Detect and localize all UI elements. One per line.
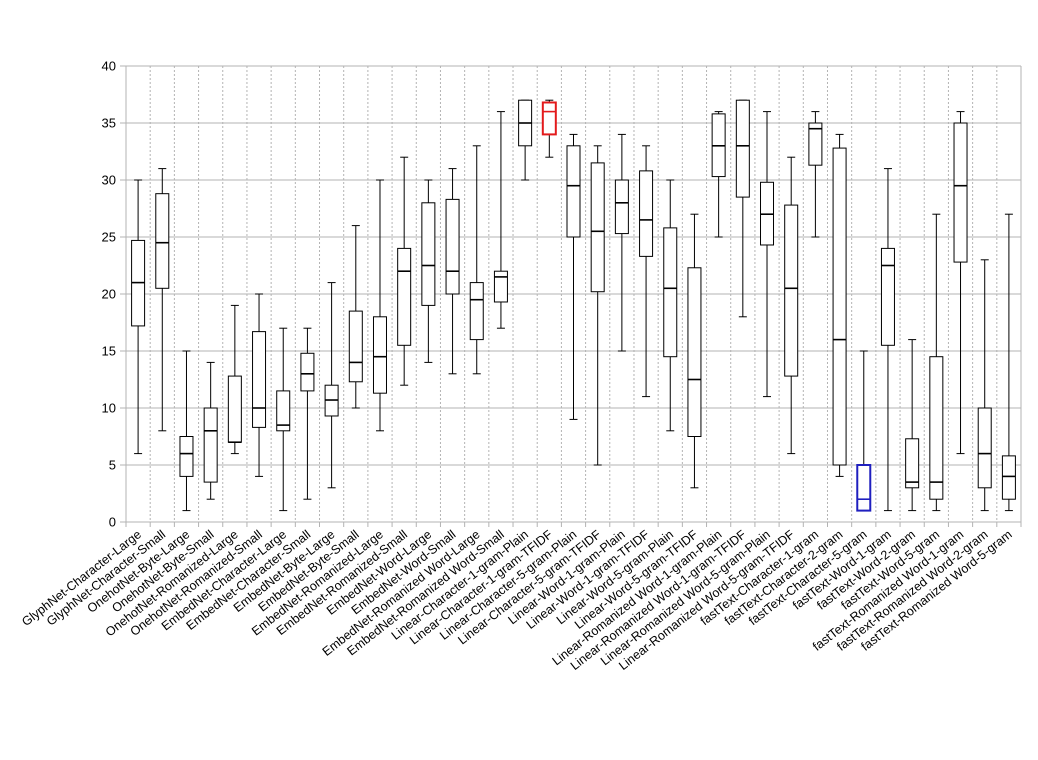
box-26 xyxy=(735,99,750,318)
iqr-box xyxy=(784,204,799,377)
iqr-box xyxy=(856,464,872,512)
box-11 xyxy=(372,179,387,432)
box-23 xyxy=(663,179,678,432)
iqr-box xyxy=(397,247,412,346)
iqr-box xyxy=(348,310,363,383)
axes: 0 5 10 15 20 25 30 35 40 xyxy=(102,59,1022,530)
box-18 xyxy=(541,99,557,158)
box-16 xyxy=(493,111,508,329)
iqr-box xyxy=(566,145,581,238)
box-8 xyxy=(300,327,315,500)
box-34 xyxy=(929,213,944,512)
iqr-box xyxy=(227,375,242,443)
box-31 xyxy=(856,350,872,512)
iqr-box xyxy=(687,267,702,437)
box-27 xyxy=(760,111,775,398)
iqr-box xyxy=(663,227,678,358)
iqr-box xyxy=(953,122,968,263)
box-36 xyxy=(977,259,992,512)
iqr-box xyxy=(493,270,508,303)
box-25 xyxy=(711,111,726,238)
y-tick-label: 20 xyxy=(102,287,116,302)
box-6 xyxy=(252,293,267,477)
iqr-box xyxy=(977,407,992,489)
iqr-box xyxy=(832,147,847,466)
box-2 xyxy=(155,168,170,432)
iqr-box xyxy=(469,282,484,341)
box-37 xyxy=(1001,213,1016,512)
iqr-box xyxy=(735,99,750,198)
box-3 xyxy=(179,350,194,512)
box-32 xyxy=(880,168,895,512)
iqr-box xyxy=(179,436,194,477)
box-30 xyxy=(832,133,847,477)
box-12 xyxy=(397,156,412,386)
iqr-box xyxy=(252,331,267,428)
iqr-box xyxy=(1001,455,1016,500)
box-14 xyxy=(445,168,460,375)
iqr-box xyxy=(445,198,460,295)
iqr-box xyxy=(155,193,170,289)
box-9 xyxy=(324,282,339,489)
iqr-box xyxy=(203,407,218,483)
iqr-box xyxy=(905,438,920,489)
box-24 xyxy=(687,213,702,489)
box-29 xyxy=(808,111,823,238)
box-13 xyxy=(421,179,436,363)
iqr-box xyxy=(614,179,629,235)
box-22 xyxy=(639,145,654,398)
box-1 xyxy=(131,179,146,455)
box-35 xyxy=(953,111,968,455)
box-15 xyxy=(469,145,484,375)
iqr-box xyxy=(300,352,315,392)
iqr-box xyxy=(421,202,436,306)
iqr-box xyxy=(590,162,605,293)
iqr-box xyxy=(880,247,895,346)
box-5 xyxy=(227,304,242,455)
box-4 xyxy=(203,361,218,500)
iqr-box xyxy=(541,101,557,136)
iqr-box xyxy=(639,170,654,257)
box-10 xyxy=(348,225,363,409)
iqr-box xyxy=(372,316,387,394)
y-tick-label: 15 xyxy=(102,344,116,359)
box-28 xyxy=(784,156,799,455)
y-tick-label: 25 xyxy=(102,230,116,245)
y-tick-label: 30 xyxy=(102,173,116,188)
box-19 xyxy=(566,133,581,420)
y-tick-label: 40 xyxy=(102,59,116,74)
box-7 xyxy=(276,327,291,512)
box-series xyxy=(131,99,1016,512)
iqr-box xyxy=(276,390,291,432)
y-tick-label: 35 xyxy=(102,116,116,131)
y-tick-label: 5 xyxy=(109,458,116,473)
box-33 xyxy=(905,339,920,512)
iqr-box xyxy=(929,356,944,500)
box-21 xyxy=(614,133,629,352)
box-20 xyxy=(590,145,605,466)
iqr-box xyxy=(808,122,823,166)
box-17 xyxy=(518,99,533,181)
y-tick-label: 10 xyxy=(102,401,116,416)
y-tick-label: 0 xyxy=(109,515,116,530)
